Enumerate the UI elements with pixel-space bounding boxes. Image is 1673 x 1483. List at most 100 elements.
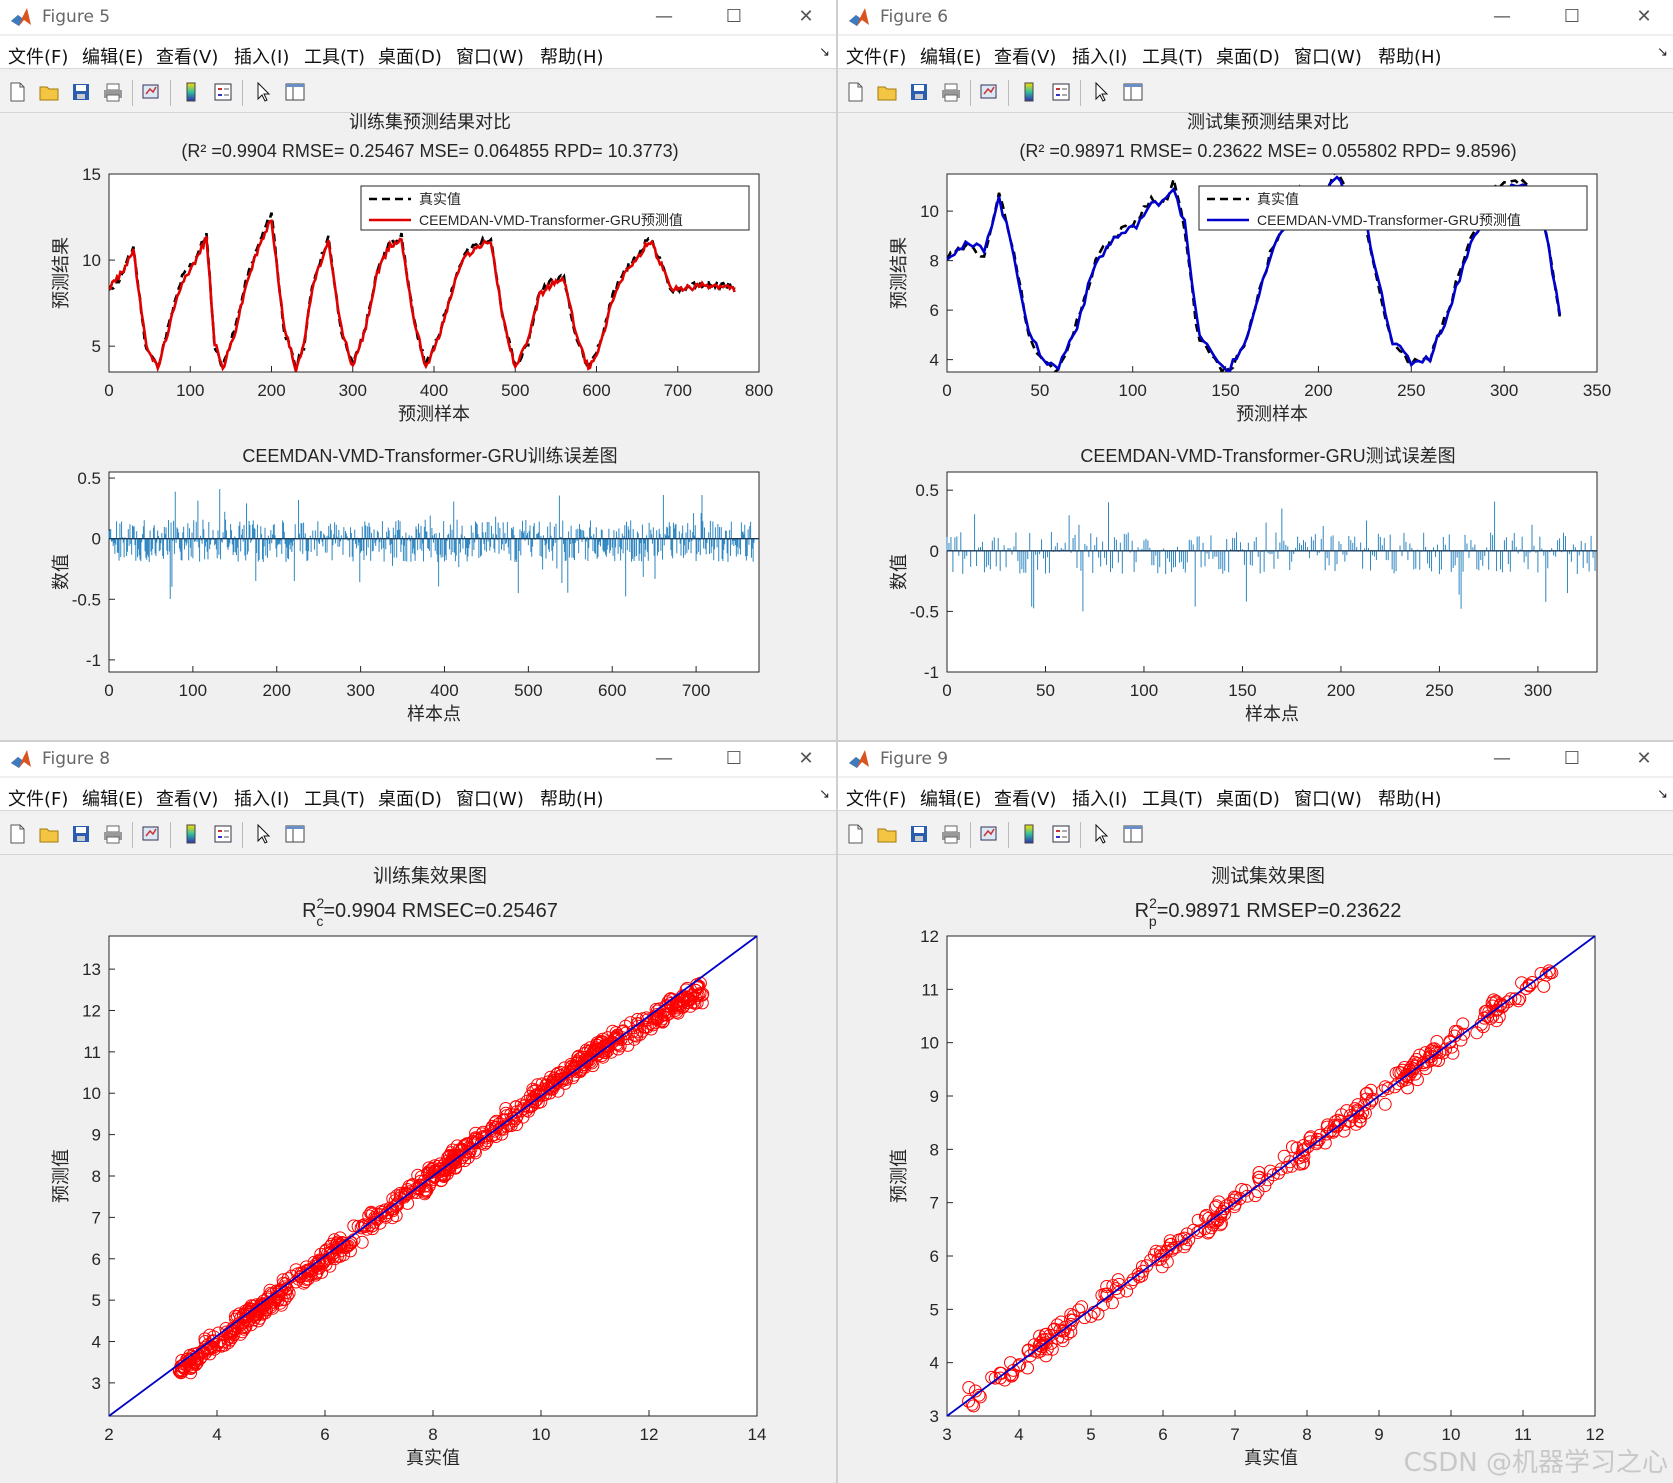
scatter-point — [962, 1394, 976, 1408]
menu-tools[interactable]: 工具(T) — [1142, 789, 1204, 810]
new-file-icon[interactable] — [6, 81, 28, 103]
menu-tools[interactable]: 工具(T) — [304, 789, 366, 810]
menu-desktop[interactable]: 桌面(D) — [1216, 47, 1280, 68]
scatter-point — [1175, 1232, 1189, 1246]
maximize-icon[interactable]: ☐ — [725, 748, 743, 769]
menu-edit[interactable]: 编辑(E) — [920, 789, 982, 810]
menu-overflow-icon[interactable]: ↘ — [819, 787, 830, 802]
open-folder-icon[interactable] — [876, 81, 898, 103]
close-icon[interactable]: ✕ — [1636, 748, 1652, 769]
menu-desktop[interactable]: 桌面(D) — [378, 47, 442, 68]
scatter-point — [1525, 976, 1539, 989]
legend-icon[interactable] — [1050, 81, 1072, 103]
menu-view[interactable]: 查看(V) — [156, 789, 219, 810]
menu-help[interactable]: 帮助(H) — [1378, 47, 1442, 68]
save-icon[interactable] — [70, 823, 92, 845]
new-file-icon[interactable] — [6, 823, 28, 845]
menu-view[interactable]: 查看(V) — [994, 789, 1057, 810]
menu-help[interactable]: 帮助(H) — [540, 47, 604, 68]
y-tick-label: 7 — [930, 1194, 939, 1213]
link-plot-icon[interactable] — [140, 823, 162, 845]
print-icon[interactable] — [102, 81, 124, 103]
property-editor-icon[interactable] — [1122, 823, 1144, 845]
maximize-icon[interactable]: ☐ — [725, 6, 743, 27]
open-folder-icon[interactable] — [38, 81, 60, 103]
close-icon[interactable]: ✕ — [798, 748, 814, 769]
property-editor-icon[interactable] — [284, 823, 306, 845]
menu-insert[interactable]: 插入(I) — [1072, 47, 1128, 68]
print-icon[interactable] — [940, 823, 962, 845]
scatter-point — [376, 1205, 390, 1219]
legend-icon[interactable] — [1050, 823, 1072, 845]
pointer-icon[interactable] — [1090, 81, 1112, 103]
menu-insert[interactable]: 插入(I) — [234, 789, 290, 810]
save-icon[interactable] — [70, 81, 92, 103]
plot-subtitle: R2 c=0.9904 RMSEC=0.25467 — [302, 895, 558, 929]
colorbar-icon[interactable] — [1018, 823, 1040, 845]
pointer-icon[interactable] — [1090, 823, 1112, 845]
scatter-point — [1252, 1171, 1266, 1184]
link-plot-icon[interactable] — [978, 823, 1000, 845]
menu-tools[interactable]: 工具(T) — [304, 47, 366, 68]
y-tick-label: 10 — [82, 251, 101, 270]
menu-edit[interactable]: 编辑(E) — [920, 47, 982, 68]
x-tick-label: 12 — [1586, 1425, 1605, 1444]
pointer-icon[interactable] — [252, 823, 274, 845]
toolbar — [838, 72, 1673, 113]
menu-window[interactable]: 窗口(W) — [1294, 47, 1362, 68]
menu-window[interactable]: 窗口(W) — [456, 789, 524, 810]
link-plot-icon[interactable] — [978, 81, 1000, 103]
minimize-icon[interactable]: — — [1493, 748, 1511, 769]
open-folder-icon[interactable] — [38, 823, 60, 845]
colorbar-icon[interactable] — [1018, 81, 1040, 103]
save-icon[interactable] — [908, 823, 930, 845]
menu-desktop[interactable]: 桌面(D) — [378, 789, 442, 810]
menu-file[interactable]: 文件(F) — [846, 789, 907, 810]
menu-file[interactable]: 文件(F) — [8, 789, 69, 810]
colorbar-icon[interactable] — [180, 81, 202, 103]
minimize-icon[interactable]: — — [655, 748, 673, 769]
scatter-point — [469, 1126, 483, 1140]
menu-desktop[interactable]: 桌面(D) — [1216, 789, 1280, 810]
colorbar-icon[interactable] — [180, 823, 202, 845]
menu-view[interactable]: 查看(V) — [994, 47, 1057, 68]
menu-edit[interactable]: 编辑(E) — [82, 789, 144, 810]
close-icon[interactable]: ✕ — [1636, 6, 1652, 27]
print-icon[interactable] — [102, 823, 124, 845]
minimize-icon[interactable]: — — [655, 6, 673, 27]
menu-view[interactable]: 查看(V) — [156, 47, 219, 68]
menu-overflow-icon[interactable]: ↘ — [1657, 787, 1668, 802]
menu-insert[interactable]: 插入(I) — [1072, 789, 1128, 810]
x-tick-label: 50 — [1030, 381, 1049, 400]
property-editor-icon[interactable] — [284, 81, 306, 103]
minimize-icon[interactable]: — — [1493, 6, 1511, 27]
menu-help[interactable]: 帮助(H) — [1378, 789, 1442, 810]
property-editor-icon[interactable] — [1122, 81, 1144, 103]
menu-file[interactable]: 文件(F) — [8, 47, 69, 68]
menu-help[interactable]: 帮助(H) — [540, 789, 604, 810]
pointer-icon[interactable] — [252, 81, 274, 103]
menu-overflow-icon[interactable]: ↘ — [819, 45, 830, 60]
menu-overflow-icon[interactable]: ↘ — [1657, 45, 1668, 60]
legend-icon[interactable] — [212, 823, 234, 845]
menu-tools[interactable]: 工具(T) — [1142, 47, 1204, 68]
toolbar-separator — [242, 80, 243, 106]
maximize-icon[interactable]: ☐ — [1563, 6, 1581, 27]
y-tick-label: 5 — [930, 1300, 939, 1319]
close-icon[interactable]: ✕ — [798, 6, 814, 27]
scatter-point — [1457, 1027, 1471, 1041]
save-icon[interactable] — [908, 81, 930, 103]
new-file-icon[interactable] — [844, 81, 866, 103]
maximize-icon[interactable]: ☐ — [1563, 748, 1581, 769]
menu-window[interactable]: 窗口(W) — [1294, 789, 1362, 810]
menu-file[interactable]: 文件(F) — [846, 47, 907, 68]
new-file-icon[interactable] — [844, 823, 866, 845]
scatter-point — [442, 1150, 456, 1163]
print-icon[interactable] — [940, 81, 962, 103]
menu-edit[interactable]: 编辑(E) — [82, 47, 144, 68]
menu-window[interactable]: 窗口(W) — [456, 47, 524, 68]
open-folder-icon[interactable] — [876, 823, 898, 845]
menu-insert[interactable]: 插入(I) — [234, 47, 290, 68]
legend-icon[interactable] — [212, 81, 234, 103]
link-plot-icon[interactable] — [140, 81, 162, 103]
